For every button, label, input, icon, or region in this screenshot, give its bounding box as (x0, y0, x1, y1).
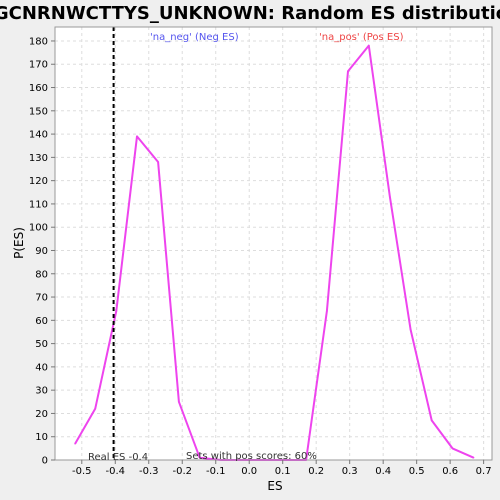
x-tick-label: 0.3 (342, 466, 358, 477)
legend-pos-es: 'na_pos' (Pos ES) (319, 32, 404, 43)
y-axis-label: P(ES) (12, 227, 26, 259)
x-tick-label: 0.7 (476, 466, 492, 477)
y-tick-label: 10 (35, 432, 48, 443)
x-tick-label: 0.2 (308, 466, 324, 477)
y-tick-label: 60 (35, 316, 48, 327)
data-point (115, 310, 117, 312)
data-point (473, 457, 475, 459)
data-point (410, 329, 412, 331)
y-tick-label: 100 (29, 223, 48, 234)
pos-scores-annotation: Sets with pos scores: 60% (186, 451, 317, 462)
y-tick-label: 20 (35, 409, 48, 420)
y-tick-label: 50 (35, 339, 48, 350)
x-tick-label: 0.4 (375, 466, 391, 477)
y-tick-label: 110 (29, 199, 48, 210)
y-tick-label: 170 (29, 60, 48, 71)
real-es-annotation: Real ES -0.4 (88, 452, 148, 463)
x-tick-label: 0.0 (241, 466, 257, 477)
y-tick-label: 40 (35, 362, 48, 373)
x-tick-label: 0.5 (409, 466, 425, 477)
x-tick-label: 0.1 (275, 466, 291, 477)
data-point (452, 448, 454, 450)
data-point (326, 310, 328, 312)
data-point (74, 443, 76, 445)
y-tick-label: 0 (42, 456, 48, 467)
x-tick-label: -0.2 (172, 466, 192, 477)
x-axis-label: ES (267, 479, 282, 493)
data-point (157, 161, 159, 163)
data-point (94, 408, 96, 410)
x-tick-label: -0.5 (72, 466, 92, 477)
data-point (431, 420, 433, 422)
data-point (368, 45, 370, 47)
y-tick-label: 90 (35, 246, 48, 257)
y-tick-label: 80 (35, 269, 48, 280)
y-tick-label: 120 (29, 176, 48, 187)
data-point (347, 70, 349, 72)
x-tick-label: -0.4 (106, 466, 126, 477)
chart-title: GGCNRNWCTTYS_UNKNOWN: Random ES distribu… (0, 3, 500, 24)
legend-neg-es: 'na_neg' (Neg ES) (150, 32, 239, 43)
x-tick-label: 0.6 (442, 466, 458, 477)
x-tick-label: -0.3 (139, 466, 159, 477)
x-tick-label: -0.1 (206, 466, 226, 477)
y-tick-label: 30 (35, 386, 48, 397)
y-tick-label: 150 (29, 106, 48, 117)
data-point (178, 401, 180, 403)
y-tick-label: 160 (29, 83, 48, 94)
data-point (389, 196, 391, 198)
data-point (136, 136, 138, 138)
y-tick-label: 140 (29, 130, 48, 141)
y-tick-label: 180 (29, 36, 48, 47)
y-tick-label: 70 (35, 293, 48, 304)
y-tick-label: 130 (29, 153, 48, 164)
